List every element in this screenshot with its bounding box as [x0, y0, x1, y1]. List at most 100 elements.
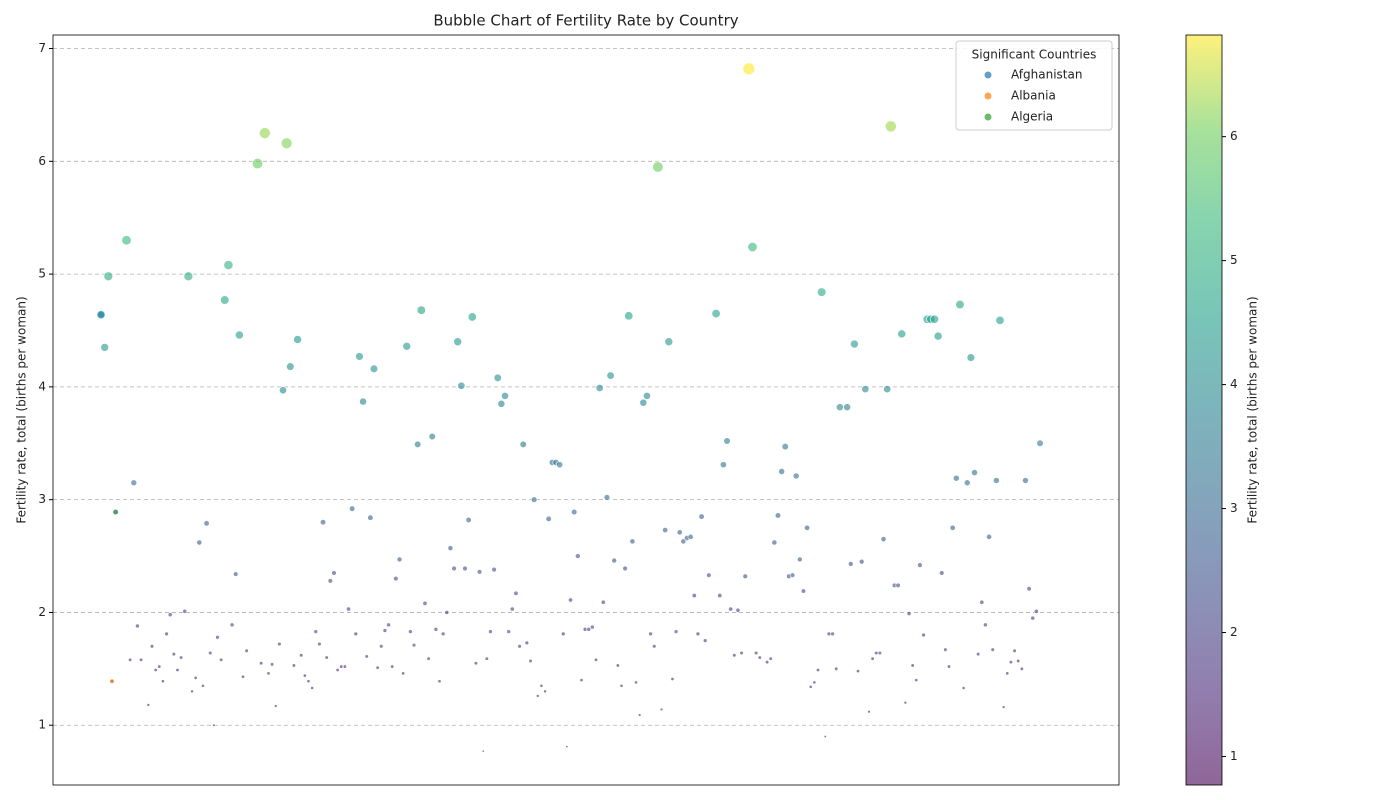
bubble	[874, 650, 879, 656]
bubble	[139, 657, 144, 662]
bubble	[834, 666, 839, 671]
bubble	[219, 657, 224, 662]
bubble	[990, 647, 995, 652]
bubble	[149, 644, 155, 649]
bubble	[947, 664, 952, 669]
bubble	[664, 337, 674, 347]
bubble	[586, 627, 592, 632]
bubble	[462, 565, 468, 572]
bubble	[1036, 439, 1044, 447]
bubble	[735, 607, 741, 613]
legend-marker	[984, 113, 992, 121]
bubble	[568, 597, 574, 603]
legend-box	[955, 40, 1113, 131]
bubble	[465, 516, 472, 524]
bubble	[279, 386, 287, 395]
bubble	[880, 536, 887, 543]
bubble	[719, 461, 727, 469]
bubble	[929, 314, 939, 324]
bubble	[349, 505, 356, 512]
bubble	[739, 650, 744, 656]
bubble	[622, 565, 628, 572]
bubble	[659, 707, 664, 712]
bubble	[543, 689, 547, 694]
bubble	[401, 671, 406, 676]
bubble	[244, 648, 249, 653]
bubble	[259, 127, 271, 139]
bubble	[949, 524, 956, 531]
bubble	[861, 385, 870, 394]
bubble	[100, 343, 109, 352]
legend-title: Significant Countries	[972, 48, 1097, 62]
bubble	[747, 242, 758, 253]
bubble	[593, 657, 599, 662]
bubble	[921, 632, 926, 638]
bubble	[545, 515, 552, 522]
bubble	[299, 653, 304, 658]
bubble	[153, 667, 158, 672]
bubble	[629, 538, 636, 545]
bubble	[414, 440, 422, 448]
bubble	[501, 391, 509, 400]
bubble	[1016, 658, 1021, 663]
bubble	[771, 539, 778, 546]
bubble	[259, 661, 264, 666]
bubble	[539, 683, 544, 688]
bubble	[201, 683, 205, 688]
bubble	[858, 558, 865, 565]
bubble	[971, 469, 978, 476]
bubble	[595, 384, 604, 392]
bubble	[535, 694, 540, 698]
bubble	[939, 570, 945, 576]
bubble	[961, 686, 966, 690]
bubble	[781, 443, 789, 451]
bubble	[327, 578, 333, 584]
bubble	[850, 339, 859, 349]
bubble	[530, 496, 538, 503]
bubble	[742, 573, 748, 580]
bubble	[611, 557, 617, 564]
y-tick-label: 4	[38, 379, 46, 393]
bubble	[816, 287, 827, 297]
bubble	[241, 674, 245, 679]
bubble	[339, 664, 344, 669]
bubble	[877, 650, 882, 656]
y-axis-label: Fertility rate, total (births per woman)	[15, 296, 29, 523]
bubble	[816, 667, 821, 672]
bubble	[437, 679, 442, 684]
bubble	[943, 647, 948, 652]
highlight-point	[113, 509, 118, 515]
colorbar-tick-label: 5	[1230, 253, 1238, 267]
bubble	[556, 461, 564, 469]
bubble	[426, 656, 431, 661]
bubble	[375, 665, 380, 670]
bubble	[524, 640, 530, 646]
bubble	[234, 330, 244, 340]
bubble	[906, 611, 912, 616]
bubble	[121, 235, 132, 246]
bubble	[1033, 608, 1039, 614]
bubble	[603, 494, 611, 501]
bubble	[306, 679, 311, 684]
plot-frame	[52, 34, 1120, 786]
bubble	[910, 663, 915, 668]
bubble	[792, 472, 800, 480]
bubble	[600, 599, 606, 605]
bubble	[353, 631, 359, 637]
bubble	[884, 120, 897, 133]
bubble	[691, 593, 697, 599]
bubble	[428, 432, 436, 441]
bubble	[488, 629, 493, 634]
highlight-point	[97, 311, 105, 318]
bubble	[843, 403, 851, 412]
bubble	[251, 157, 264, 170]
bubble	[676, 529, 683, 536]
bubble	[171, 652, 176, 657]
bubble	[695, 631, 701, 637]
bubble	[422, 600, 428, 606]
bubble	[590, 624, 595, 630]
bubble	[1012, 648, 1017, 653]
bubble	[966, 353, 976, 362]
bubble	[135, 623, 140, 629]
